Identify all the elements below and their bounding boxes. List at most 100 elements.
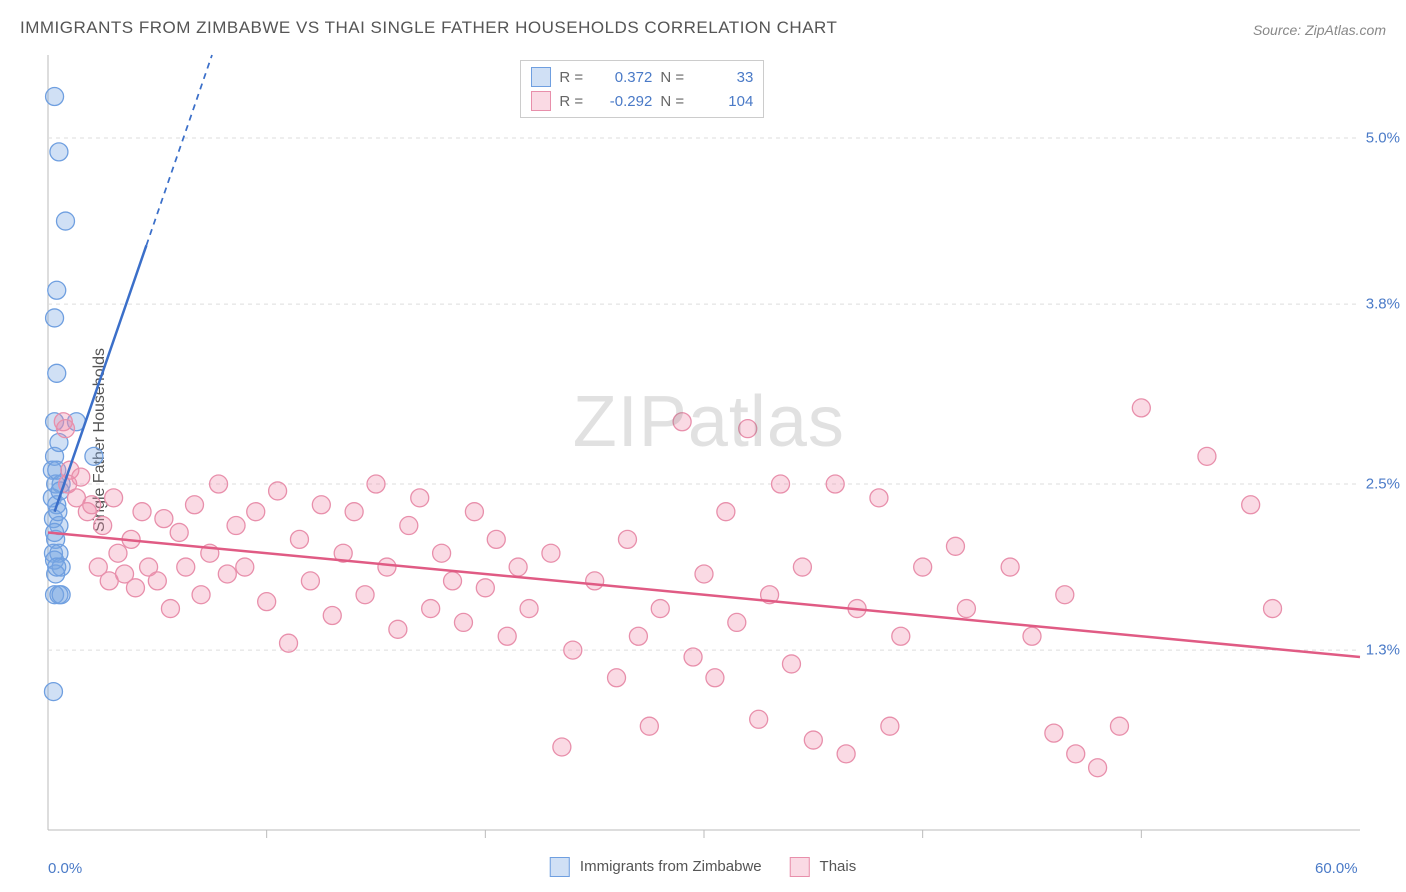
- scatter-point: [793, 558, 811, 576]
- scatter-point: [837, 745, 855, 763]
- scatter-point: [1110, 717, 1128, 735]
- scatter-point: [804, 731, 822, 749]
- scatter-point: [356, 586, 374, 604]
- scatter-point: [155, 510, 173, 528]
- scatter-point: [236, 558, 254, 576]
- scatter-point: [772, 475, 790, 493]
- y-tick-label: 1.3%: [1366, 642, 1400, 659]
- scatter-point: [717, 503, 735, 521]
- trend-line-extrapolated: [146, 55, 212, 245]
- scatter-point: [706, 669, 724, 687]
- scatter-point: [1056, 586, 1074, 604]
- legend-swatch-zimbabwe: [550, 857, 570, 877]
- scatter-point: [148, 572, 166, 590]
- scatter-point: [258, 593, 276, 611]
- scatter-point: [46, 309, 64, 327]
- stats-row-thais: R = -0.292 N = 104: [531, 89, 753, 113]
- scatter-point: [83, 496, 101, 514]
- scatter-point: [553, 738, 571, 756]
- r-value-zimbabwe: 0.372: [597, 69, 652, 86]
- scatter-point: [782, 655, 800, 673]
- scatter-point: [586, 572, 604, 590]
- scatter-point: [218, 565, 236, 583]
- y-tick-label: 5.0%: [1366, 130, 1400, 147]
- scatter-point: [957, 600, 975, 618]
- scatter-point: [728, 613, 746, 631]
- scatter-point: [629, 627, 647, 645]
- scatter-point: [48, 364, 66, 382]
- scatter-point: [498, 627, 516, 645]
- scatter-point: [946, 537, 964, 555]
- scatter-point: [826, 475, 844, 493]
- scatter-point: [422, 600, 440, 618]
- scatter-point: [739, 420, 757, 438]
- scatter-point: [48, 558, 66, 576]
- scatter-point: [695, 565, 713, 583]
- scatter-point: [72, 468, 90, 486]
- scatter-point: [85, 447, 103, 465]
- scatter-point: [1198, 447, 1216, 465]
- scatter-point: [56, 420, 74, 438]
- scatter-point: [608, 669, 626, 687]
- r-label: R =: [559, 93, 589, 110]
- stats-legend-box: R = 0.372 N = 33 R = -0.292 N = 104: [520, 60, 764, 118]
- stats-row-zimbabwe: R = 0.372 N = 33: [531, 65, 753, 89]
- scatter-point: [56, 212, 74, 230]
- x-axis-max-label: 60.0%: [1315, 860, 1358, 877]
- scatter-point: [520, 600, 538, 618]
- scatter-point: [280, 634, 298, 652]
- scatter-point: [161, 600, 179, 618]
- scatter-point: [323, 606, 341, 624]
- scatter-point: [367, 475, 385, 493]
- trend-line: [48, 532, 1360, 657]
- scatter-point: [892, 627, 910, 645]
- n-value-thais: 104: [698, 93, 753, 110]
- scatter-point: [673, 413, 691, 431]
- scatter-point: [210, 475, 228, 493]
- scatter-point: [269, 482, 287, 500]
- scatter-point: [564, 641, 582, 659]
- scatter-point: [1132, 399, 1150, 417]
- scatter-point: [433, 544, 451, 562]
- scatter-point: [133, 503, 151, 521]
- scatter-point: [105, 489, 123, 507]
- scatter-point: [126, 579, 144, 597]
- scatter-point: [247, 503, 265, 521]
- scatter-point: [378, 558, 396, 576]
- scatter-point: [1264, 600, 1282, 618]
- scatter-point: [509, 558, 527, 576]
- scatter-point: [914, 558, 932, 576]
- x-axis-min-label: 0.0%: [48, 860, 82, 877]
- scatter-point: [881, 717, 899, 735]
- n-label: N =: [660, 69, 690, 86]
- scatter-point: [750, 710, 768, 728]
- scatter-point: [411, 489, 429, 507]
- legend-label-thais: Thais: [820, 858, 857, 875]
- scatter-point: [312, 496, 330, 514]
- scatter-point: [52, 586, 70, 604]
- scatter-point: [290, 530, 308, 548]
- scatter-point: [46, 88, 64, 106]
- legend-swatch-thais: [790, 857, 810, 877]
- scatter-point: [1045, 724, 1063, 742]
- y-tick-label: 3.8%: [1366, 296, 1400, 313]
- scatter-point: [542, 544, 560, 562]
- scatter-point: [44, 683, 62, 701]
- stats-swatch-thais: [531, 91, 551, 111]
- scatter-point: [1067, 745, 1085, 763]
- scatter-point: [400, 517, 418, 535]
- scatter-point: [870, 489, 888, 507]
- bottom-legend: Immigrants from Zimbabwe Thais: [550, 857, 856, 877]
- legend-item-zimbabwe: Immigrants from Zimbabwe: [550, 857, 762, 877]
- scatter-point: [192, 586, 210, 604]
- scatter-point: [389, 620, 407, 638]
- scatter-point: [48, 281, 66, 299]
- scatter-point: [227, 517, 245, 535]
- scatter-point: [1001, 558, 1019, 576]
- r-value-thais: -0.292: [597, 93, 652, 110]
- scatter-plot: [0, 0, 1406, 892]
- r-label: R =: [559, 69, 589, 86]
- scatter-point: [177, 558, 195, 576]
- scatter-point: [454, 613, 472, 631]
- scatter-point: [1242, 496, 1260, 514]
